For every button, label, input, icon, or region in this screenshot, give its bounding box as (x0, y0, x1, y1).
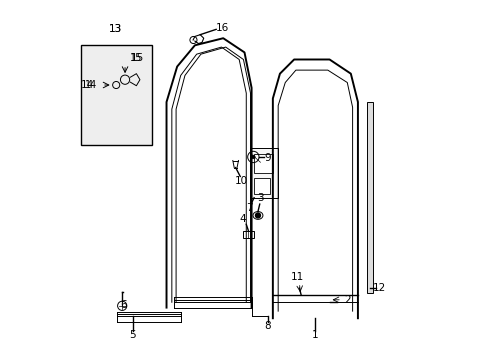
Text: 10: 10 (235, 176, 248, 186)
Text: 8: 8 (264, 321, 270, 331)
Text: 12: 12 (372, 283, 386, 293)
Bar (242, 231, 254, 238)
Text: 2: 2 (343, 295, 350, 305)
Text: 6: 6 (120, 300, 126, 310)
Text: 1: 1 (311, 330, 318, 340)
Text: 14: 14 (85, 80, 97, 90)
Bar (254, 178, 269, 194)
Text: 5: 5 (129, 330, 136, 340)
Text: 15: 15 (130, 53, 142, 63)
Text: 11: 11 (290, 273, 303, 283)
Text: 13: 13 (108, 24, 122, 34)
Bar (366, 102, 372, 293)
Text: 15: 15 (131, 53, 144, 63)
Text: 16: 16 (216, 23, 229, 33)
Text: 4: 4 (239, 214, 245, 224)
Text: 13: 13 (108, 24, 122, 34)
Text: 3: 3 (257, 193, 263, 203)
Circle shape (251, 155, 255, 159)
Bar (81, 45, 152, 145)
Bar (254, 154, 272, 173)
Text: 14: 14 (81, 80, 94, 90)
Bar (249, 148, 278, 198)
Text: 9: 9 (264, 153, 270, 163)
Text: 7: 7 (246, 203, 253, 213)
Circle shape (255, 213, 260, 218)
